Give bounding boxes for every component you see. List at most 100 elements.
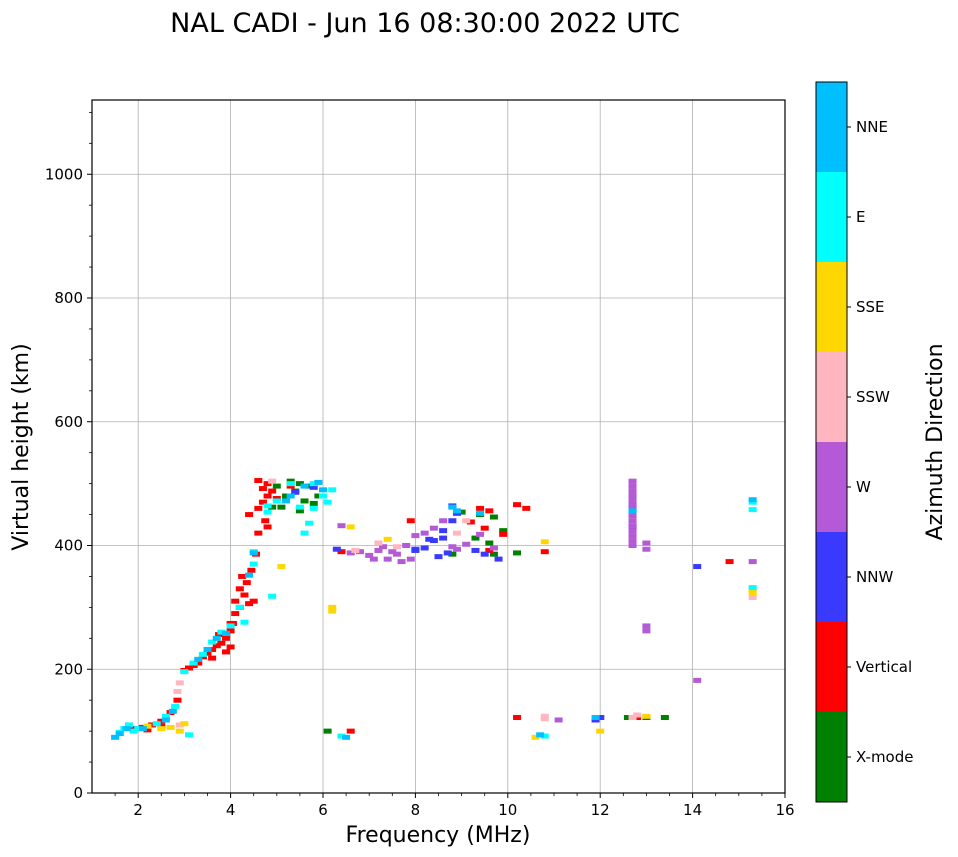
data-point-e [124,722,133,728]
data-point-w [748,559,757,565]
data-point-w [476,531,485,537]
data-point-w [388,549,397,555]
data-point-nne [536,732,545,738]
data-point-w [628,523,637,529]
data-point-nne [628,508,637,514]
data-point-vertical [254,530,263,536]
data-point-e [748,507,757,513]
data-point-w [406,556,415,562]
data-point-nnw [309,484,318,490]
data-point-x-mode [489,551,498,557]
data-point-e [305,520,314,526]
data-point-nne [314,479,323,485]
data-point-e [189,660,198,666]
data-point-e [249,561,258,567]
data-point-nnw [420,545,429,551]
data-point-w [642,628,651,634]
data-point-w [489,545,498,551]
y-axis-ticks: 0 200 400 600 800 1000 [45,111,92,802]
data-point-nnw [439,528,448,534]
x-tick-label: 6 [318,801,328,819]
colorbar-segment [816,532,847,622]
data-point-x-mode [272,483,281,489]
data-point-x-mode [300,498,309,504]
data-point-w [369,556,378,562]
data-point-e [240,619,249,625]
y-tick-label: 1000 [45,165,83,183]
data-point-nne [286,493,295,499]
data-point-w [628,513,637,519]
data-point-x-mode [513,550,522,556]
chart-title: NAL CADI - Jun 16 08:30:00 2022 UTC [170,8,680,39]
data-point-vertical [247,567,256,573]
data-point-x-mode [305,483,314,489]
grid-lines [92,100,785,794]
data-point-nne [221,630,230,636]
data-point-sse [540,539,549,545]
data-point-e [328,487,337,493]
data-point-nne [203,646,212,652]
data-point-w [628,518,637,524]
colorbar-category-label: SSW [856,388,890,406]
x-tick-label: 4 [226,801,236,819]
data-point-w [402,543,411,548]
data-point-vertical [263,493,272,499]
data-point-vertical [480,525,489,531]
data-point-e [185,732,194,738]
data-point-ssw [175,722,184,728]
data-point-e [134,726,143,732]
data-point-e [309,505,318,511]
data-point-w [642,546,651,552]
x-tick-label: 10 [498,801,517,819]
colorbar-category-label: NNE [856,118,888,136]
data-point-ssw [540,716,549,722]
data-point-e [309,481,318,487]
data-point-nnw [332,546,341,552]
data-point-nnw [596,715,605,721]
data-point-nne [138,726,147,732]
colorbar-category-label: E [856,208,865,226]
data-point-e [748,585,757,591]
data-point-x-mode [295,508,304,514]
data-point-w [628,493,637,499]
data-point-nne [111,734,120,740]
data-point-x-mode [282,493,291,499]
data-point-ssw [374,540,383,546]
data-point-w [383,556,392,562]
data-point-vertical [143,727,152,733]
data-point-nnw [448,518,457,524]
data-point-w [693,677,702,683]
y-tick-label: 800 [54,289,83,307]
data-point-e [208,639,217,645]
data-point-x-mode [277,504,286,510]
data-point-nnw [443,550,452,556]
data-point-vertical [148,722,157,728]
data-point-nnw [494,556,503,562]
data-point-nne [591,715,600,721]
data-point-w [439,518,448,524]
data-point-vertical [499,531,508,537]
data-point-w [337,523,346,529]
data-point-w [355,549,364,555]
data-point-e [300,530,309,536]
data-point-nne [245,572,254,578]
data-point-sse [748,590,757,596]
data-point-vertical [242,580,251,586]
data-point-vertical [173,697,182,703]
data-point-e [540,733,549,739]
data-point-vertical [235,586,244,592]
data-point-sse [180,721,189,727]
data-point-vertical [268,488,277,494]
data-point-vertical [466,519,475,525]
data-point-vertical [258,486,267,492]
colorbar-category-label: NNW [856,568,893,586]
data-point-e [295,504,304,510]
data-point-x-mode [309,500,318,506]
colorbar-category-label: W [856,478,871,496]
data-point-nnw [480,551,489,557]
data-point-vertical [226,628,235,634]
data-point-w [628,498,637,504]
data-point-w [420,530,429,536]
data-point-e [319,493,327,499]
data-point-w [374,547,383,553]
